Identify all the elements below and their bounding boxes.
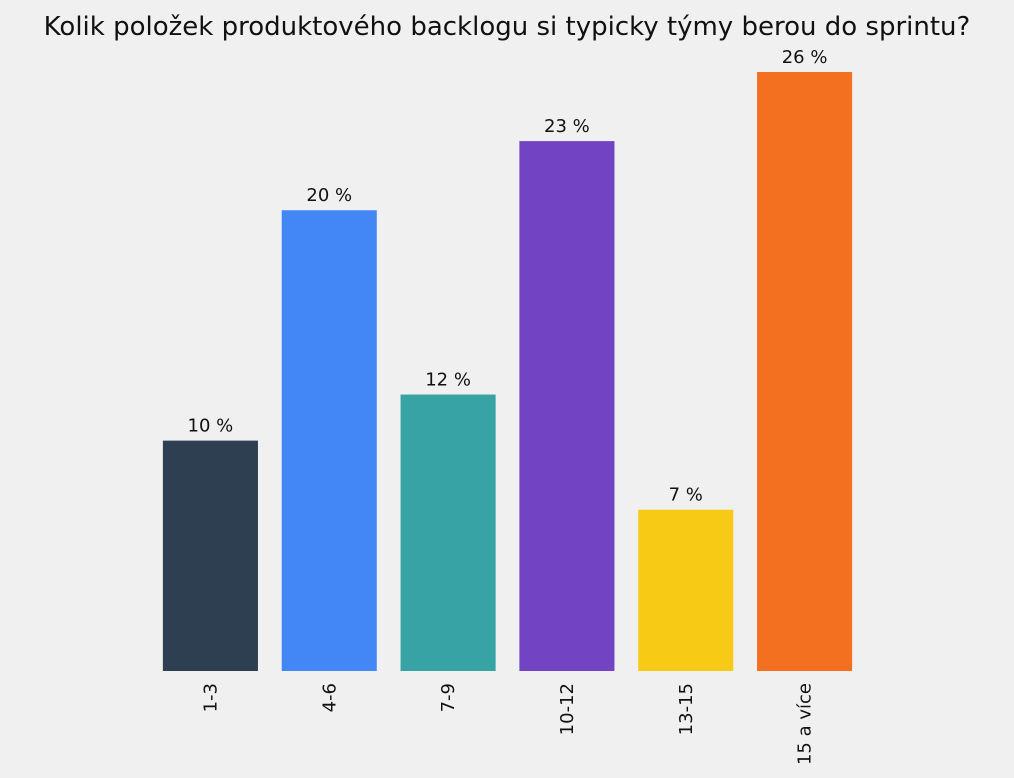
bar [281, 210, 377, 671]
x-tick-label: 4-6 [319, 683, 340, 712]
value-label: 12 % [425, 370, 471, 391]
value-label: 23 % [544, 116, 590, 137]
x-tick-label: 7-9 [438, 683, 459, 712]
bar [162, 440, 258, 671]
bar [400, 394, 496, 671]
x-tick-label: 15 a více [795, 683, 816, 765]
x-tick-label: 10-12 [557, 683, 578, 735]
x-tick-label: 13-15 [676, 683, 697, 735]
bar [638, 509, 734, 671]
value-label: 20 % [306, 185, 352, 206]
x-tick-label: 1-3 [200, 683, 221, 712]
value-label: 10 % [188, 416, 234, 437]
chart-title: Kolik položek produktového backlogu si t… [44, 12, 971, 42]
bar [519, 141, 615, 672]
value-label: 26 % [782, 47, 828, 68]
bar [757, 72, 853, 671]
value-label: 7 % [669, 485, 703, 506]
